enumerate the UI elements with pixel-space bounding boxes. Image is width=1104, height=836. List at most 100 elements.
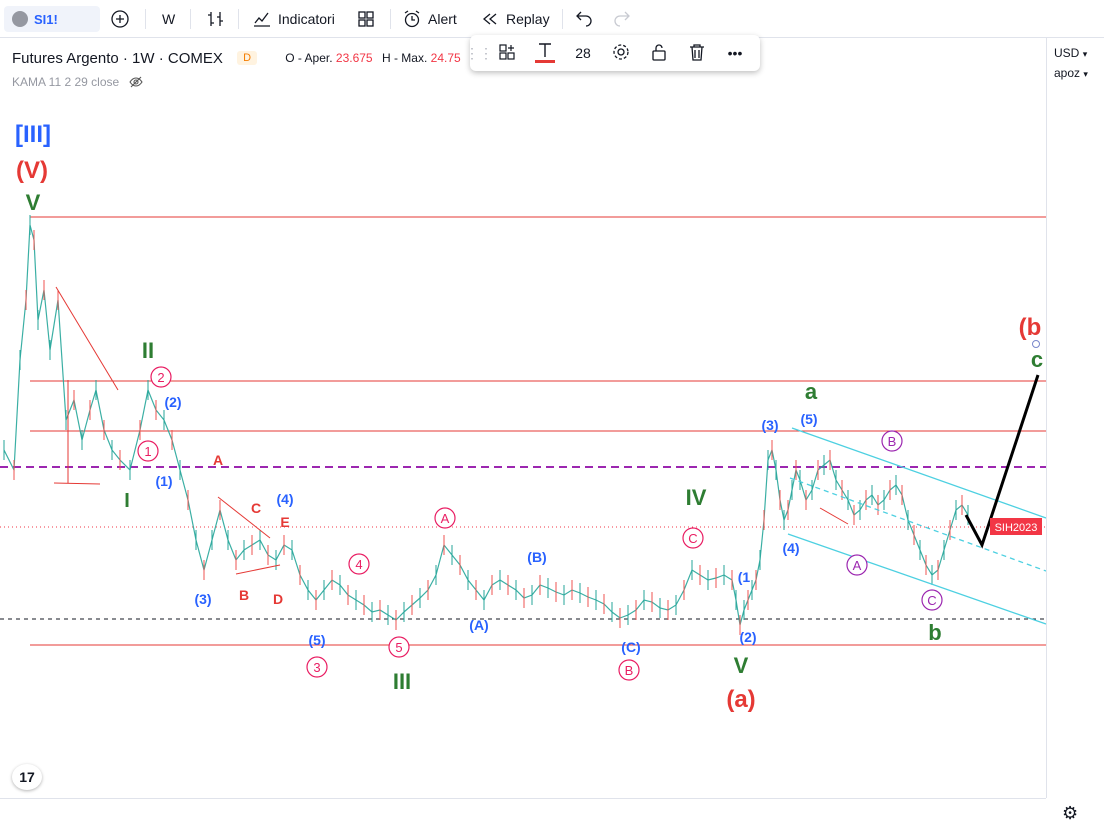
wave-label: E [280,514,289,530]
indicators-icon [252,9,272,29]
wave-circle-marker [618,659,640,681]
wave-label: (3) [761,417,778,433]
wave-label: (A) [469,617,488,633]
wave-label: (5) [800,411,817,427]
wave-circle-label: 5 [395,640,402,655]
wave-label: a [805,379,818,404]
wave-label: II [142,338,154,363]
wave-label: I [124,490,130,512]
chart-type-button[interactable] [206,6,232,32]
wave-label: (4) [276,491,293,507]
channel-upper-line [791,427,1047,519]
ohlc-values: O - Aper. 23.675 H - Max. 24.75 [285,51,461,65]
trend-line [55,286,119,391]
wave-circle-label: A [853,558,862,573]
chevron-down-icon: ▾ [1083,69,1088,79]
unlock-icon [651,43,667,64]
wave-circle-marker [846,554,868,576]
plus-circle-icon [110,9,130,29]
layouts-button[interactable] [356,6,382,32]
trash-icon [689,43,705,64]
wave-label: b [928,620,941,645]
more-dots-icon: ••• [727,45,743,61]
rewind-icon [480,9,500,29]
indicator-legend[interactable]: KAMA 11 2 29 close [12,75,143,89]
contract-label: SIH2023 [995,522,1038,534]
wave-circle-label: 2 [157,370,164,385]
replay-label: Replay [506,11,550,27]
lock-button[interactable] [640,35,678,71]
contract-label-box [990,518,1042,535]
wave-label: (2) [164,394,181,410]
trend-line [217,496,271,539]
font-size-button[interactable]: 28 [575,45,591,61]
interval-label: W [162,11,176,27]
wave-label: (5) [308,632,325,648]
wave-label: (B) [527,549,546,565]
text-color-icon [534,41,556,66]
bar-chart-icon [206,9,226,29]
delete-button[interactable] [678,35,716,71]
time-axis[interactable] [0,798,1046,836]
settings-button[interactable] [602,35,640,71]
alarm-clock-icon [402,9,422,29]
symbol-search-button[interactable]: SI1! [4,6,100,32]
eye-off-icon[interactable] [128,75,143,89]
price-axis[interactable] [1046,38,1104,798]
top-toolbar: SI1! W Indicatori Alert Repl [0,0,1104,38]
wave-label: (b [1019,314,1042,341]
template-button[interactable] [488,35,526,71]
wave-label: V [734,653,749,678]
undo-button[interactable] [574,6,600,32]
wave-circle-marker [306,656,328,678]
wave-circle-marker [682,527,704,549]
wave-label: B [239,587,249,603]
wave-label: C [251,500,261,516]
interval-button[interactable]: W [162,6,175,32]
wave-label: (4) [782,540,799,556]
drag-handle-icon[interactable]: ⋮⋮ [465,44,493,61]
tradingview-logo[interactable]: 17 [12,764,42,790]
wave-label: (3) [194,591,211,607]
wave-label: c [1031,347,1043,372]
price-series-line [3,224,969,626]
scale-mode-selector[interactable]: apoz ▾ [1054,66,1088,80]
wave-circle-marker [921,589,943,611]
target-point-marker [1032,340,1040,348]
wave-circle-marker [348,553,370,575]
delayed-badge: D [237,51,258,65]
drawing-toolbar: ⋮⋮ 28 ••• [465,35,760,71]
indicators-button[interactable]: Indicatori [252,6,335,32]
alert-button[interactable]: Alert [402,6,457,32]
wave-label: A [213,452,223,468]
channel-lower-line [787,533,1047,625]
template-icon [498,43,516,64]
gear-icon [612,43,630,64]
wave-label: [III] [15,121,51,148]
wave-label: (2) [739,629,756,645]
wave-circle-label: B [625,663,634,678]
more-button[interactable]: ••• [716,35,754,71]
wave-label: III [393,669,411,694]
symbol-logo-icon [12,11,28,27]
redo-button[interactable] [612,6,638,32]
add-symbol-button[interactable] [110,6,136,32]
wave-circle-marker [388,636,410,658]
symbol-label: SI1! [34,11,58,27]
wave-circle-label: 3 [313,660,320,675]
wave-circle-label: B [888,434,897,449]
grid-icon [356,9,376,29]
replay-button[interactable]: Replay [480,6,550,32]
alert-label: Alert [428,11,457,27]
undo-icon [574,9,594,29]
wave-circle-label: A [441,511,450,526]
currency-selector[interactable]: USD ▾ [1054,46,1088,60]
price-chart[interactable]: 60.00056.00052.00048.00044.00040.00036.0… [0,38,1104,835]
chart-settings-button[interactable]: ⚙ [1062,803,1078,824]
text-color-button[interactable] [526,35,564,71]
wave-circle-label: C [927,593,936,608]
wave-label: V [26,190,41,215]
wave-circle-label: 1 [144,444,151,459]
redo-icon [612,9,632,29]
wave-label: (V) [16,157,48,184]
